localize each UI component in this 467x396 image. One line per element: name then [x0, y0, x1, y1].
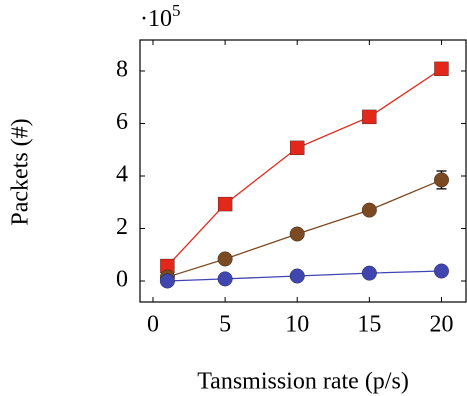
x-tick-label: 10 — [285, 312, 309, 338]
marker — [159, 273, 175, 289]
x-tick-label: 15 — [357, 312, 381, 338]
x-tick-label: 0 — [147, 312, 159, 338]
marker — [217, 271, 233, 287]
y-tick-label: 0 — [116, 266, 128, 292]
plot-frame — [139, 39, 467, 303]
x-tick-label: 5 — [219, 312, 231, 338]
series-line — [166, 68, 442, 267]
y-multiplier: ·105 — [140, 1, 181, 32]
marker — [289, 268, 305, 284]
y-tick-label: 8 — [116, 56, 128, 82]
multiplier-base: ·10 — [140, 6, 172, 32]
marker — [361, 265, 377, 281]
marker — [434, 61, 449, 77]
x-tick-label: 20 — [429, 312, 453, 338]
y-axis-label: Packets (#) — [8, 118, 34, 225]
marker — [217, 196, 233, 212]
y-tick-label: 2 — [116, 214, 128, 240]
marker — [434, 263, 449, 279]
marker — [217, 251, 233, 267]
y-tick-label: 6 — [116, 109, 128, 135]
multiplier-exponent: 5 — [172, 1, 181, 20]
marker — [434, 172, 449, 188]
marker — [289, 226, 305, 242]
marker — [362, 109, 377, 125]
y-tick-label: 4 — [116, 161, 128, 187]
marker — [361, 202, 377, 218]
series-line — [167, 179, 442, 278]
x-axis-label: Tansmission rate (p/s) — [197, 369, 409, 395]
marker — [290, 140, 305, 156]
